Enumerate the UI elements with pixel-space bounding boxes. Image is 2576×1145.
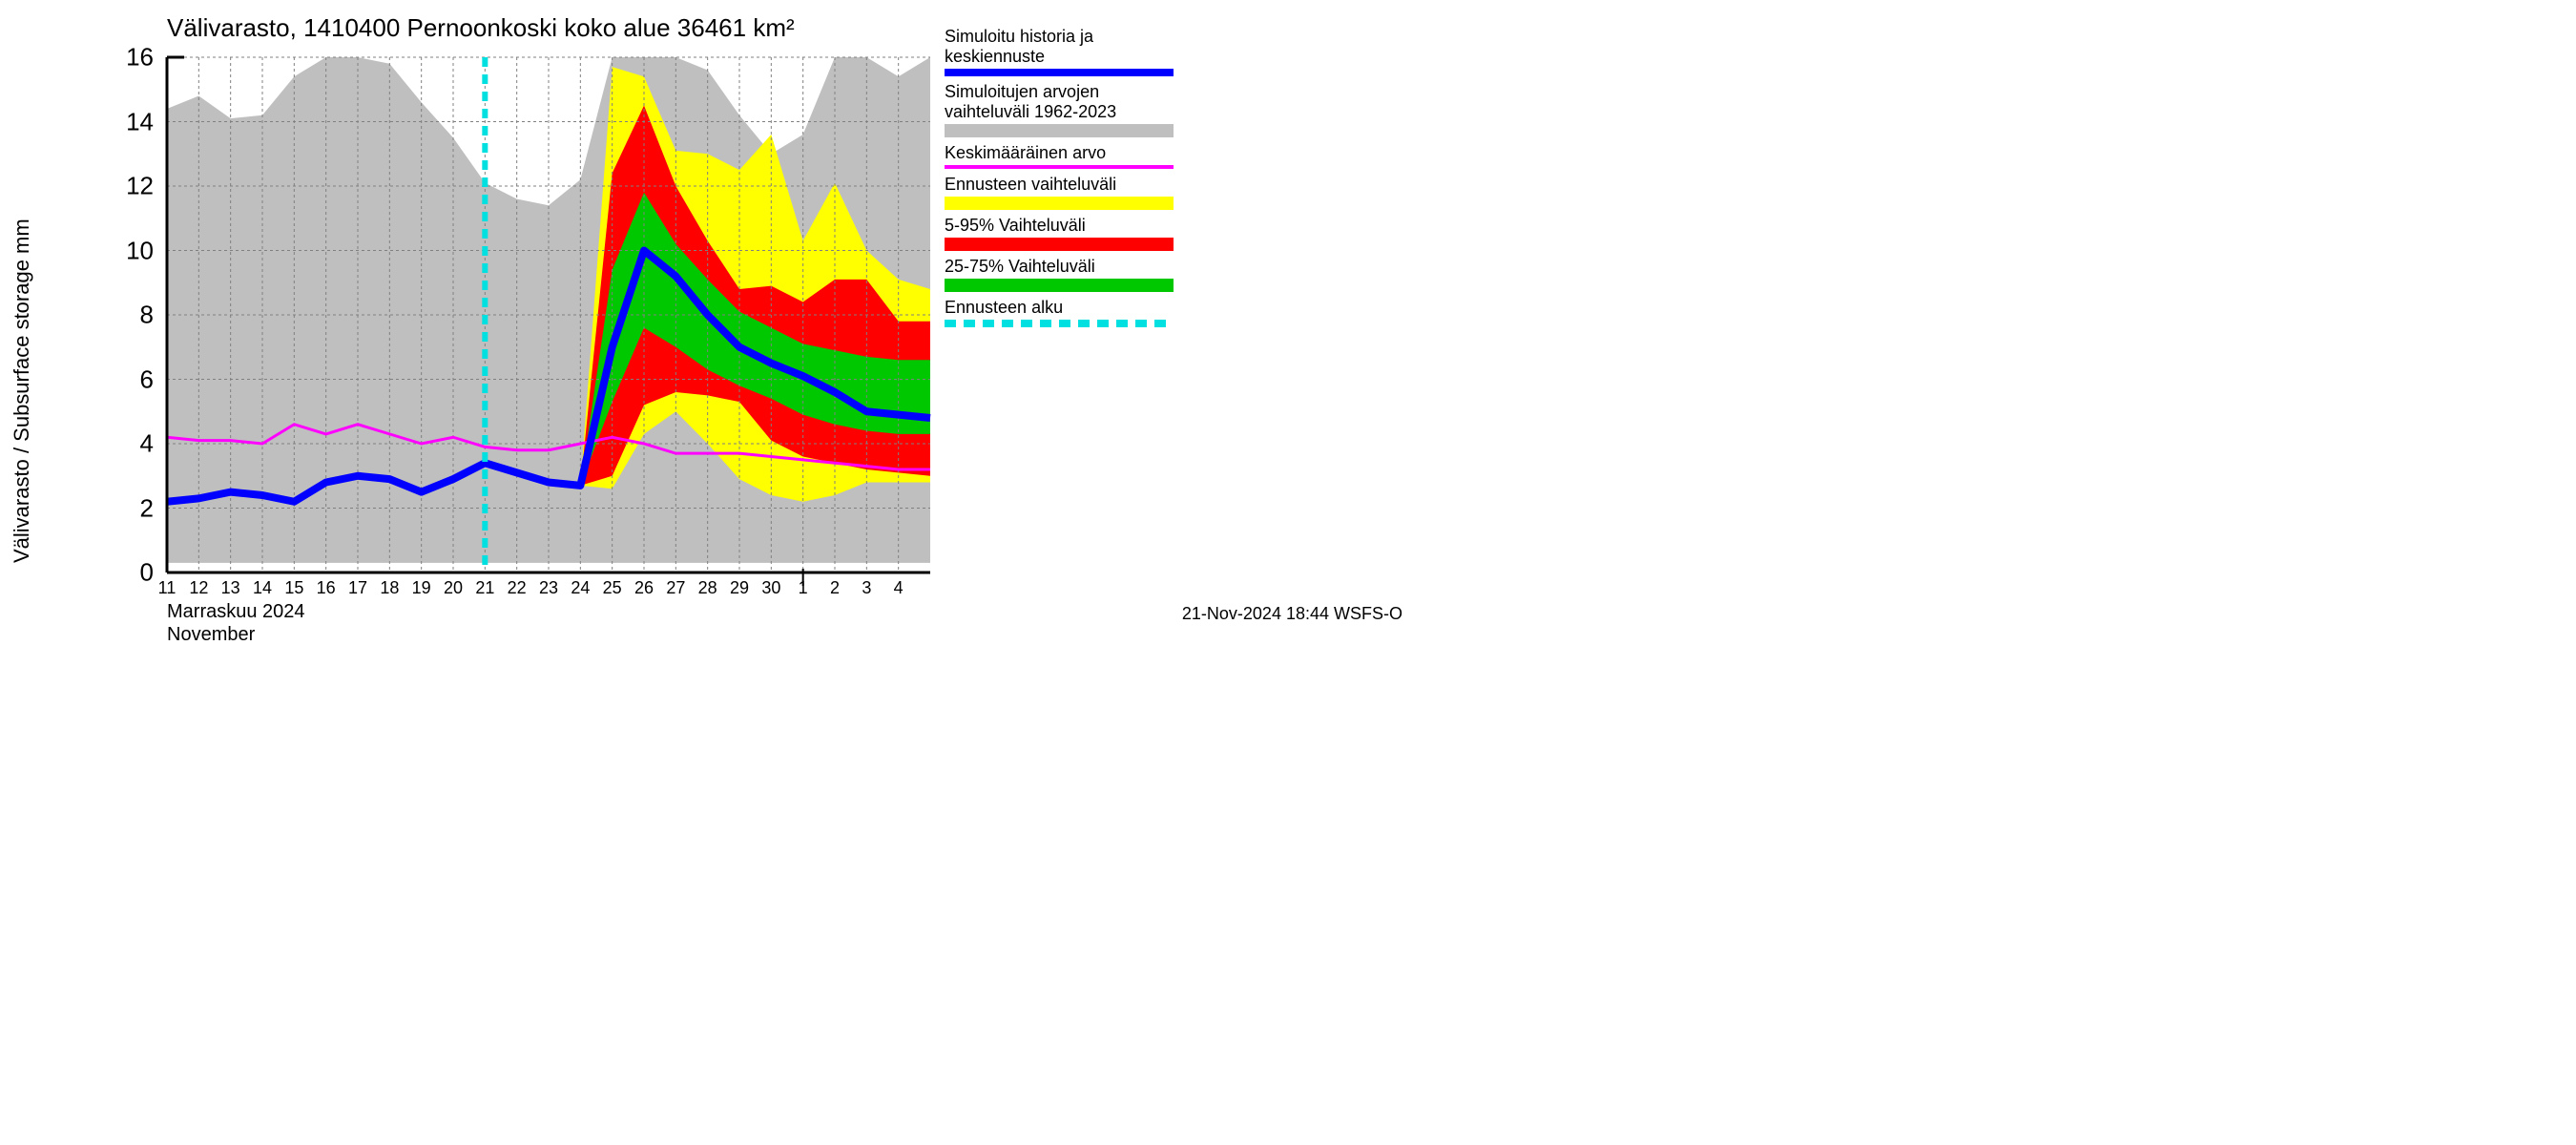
x-month-label-en: November [167,572,255,646]
x-tick-label: 28 [698,572,717,598]
x-tick-label: 29 [730,572,749,598]
x-tick-label: 18 [380,572,399,598]
y-tick-label: 16 [126,43,167,73]
x-tick-label: 21 [475,572,494,598]
legend-item: Ennusteen vaihteluväli [945,175,1183,210]
x-tick-label: 2 [830,572,840,598]
legend-swatch [945,320,1174,327]
legend-swatch [945,165,1174,169]
y-tick-label: 12 [126,172,167,201]
legend-label: 25-75% Vaihteluväli [945,257,1183,277]
legend-item: Ennusteen alku [945,298,1183,327]
y-tick-label: 6 [140,364,167,394]
y-tick-label: 4 [140,429,167,459]
y-axis-label: Välivarasto / Subsurface storage mm [10,219,34,563]
x-tick-label: 1 [799,572,808,598]
legend-item: 25-75% Vaihteluväli [945,257,1183,292]
y-tick-label: 10 [126,236,167,265]
x-tick-label: 20 [444,572,463,598]
x-tick-label: 22 [508,572,527,598]
y-tick-label: 8 [140,301,167,330]
footer-timestamp: 21-Nov-2024 18:44 WSFS-O [1182,604,1402,624]
chart-title: Välivarasto, 1410400 Pernoonkoski koko a… [167,13,795,43]
legend-label: 5-95% Vaihteluväli [945,216,1183,236]
x-tick-label: 17 [348,572,367,598]
legend-label: Ennusteen alku [945,298,1183,318]
legend-label: Keskimääräinen arvo [945,143,1183,163]
legend-swatch [945,197,1174,210]
y-tick-label: 14 [126,107,167,136]
plot-svg [167,57,930,572]
legend-swatch [945,238,1174,251]
legend-label: Ennusteen vaihteluväli [945,175,1183,195]
x-tick-label: 4 [894,572,904,598]
x-tick-label: 26 [634,572,654,598]
legend-item: Simuloitu historia ja keskiennuste [945,27,1183,76]
legend-item: Simuloitujen arvojen vaihteluväli 1962-2… [945,82,1183,137]
x-tick-label: 19 [412,572,431,598]
x-tick-label: 16 [317,572,336,598]
legend-swatch [945,69,1174,76]
legend-label: Simuloitu historia ja keskiennuste [945,27,1183,67]
chart-page: Välivarasto, 1410400 Pernoonkoski koko a… [0,0,1431,639]
x-tick-label: 23 [539,572,558,598]
legend-item: Keskimääräinen arvo [945,143,1183,169]
legend-swatch [945,279,1174,292]
x-tick-label: 27 [666,572,685,598]
x-tick-label: 25 [603,572,622,598]
plot-area: 0246810121416111213141516171819202122232… [167,57,930,572]
legend: Simuloitu historia ja keskiennuste Simulo… [945,27,1183,333]
legend-item: 5-95% Vaihteluväli [945,216,1183,251]
legend-label: Simuloitujen arvojen vaihteluväli 1962-2… [945,82,1183,122]
y-tick-label: 2 [140,493,167,523]
x-tick-label: 24 [571,572,590,598]
x-tick-label: 3 [862,572,871,598]
legend-swatch [945,124,1174,137]
x-tick-label: 30 [761,572,780,598]
